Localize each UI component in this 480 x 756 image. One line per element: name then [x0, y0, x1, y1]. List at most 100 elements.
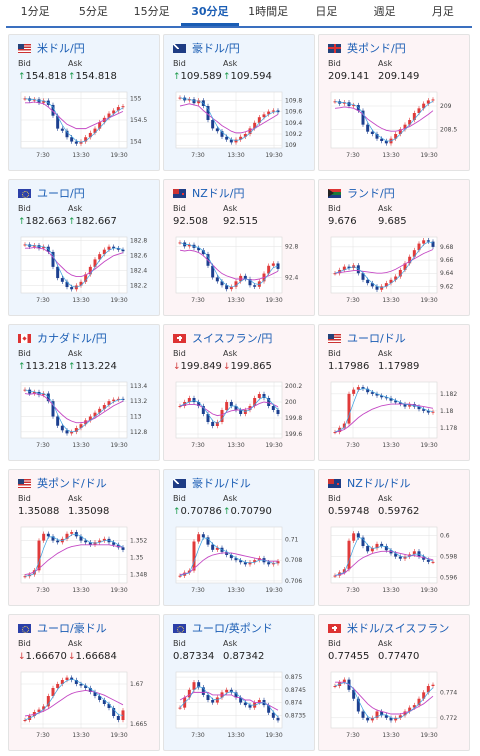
x-tick-label: 19:30: [110, 732, 127, 739]
pair-link[interactable]: ユーロ/豪ドル: [37, 622, 107, 635]
rate-card[interactable]: ユーロ/円 Bid Ask ↑182.663 ↑182.667 182.8 182.6 182…: [8, 179, 160, 316]
tab-2[interactable]: 15分足: [133, 5, 170, 18]
mini-candle-chart[interactable]: 155 154.5 154 7:30 13:30 19:30: [17, 90, 155, 164]
rate-card[interactable]: ユーロ/豪ドル Bid Ask ↓1.66670 ↓1.66684 1.67 1.665 7:…: [8, 614, 160, 751]
y-tick-label: 155: [130, 95, 142, 102]
chart-svg: 155 154.5 154 7:30 13:30 19:30: [20, 91, 147, 159]
candle-body: [361, 273, 365, 280]
candle-body: [366, 124, 370, 132]
candle-body: [408, 120, 412, 125]
y-tick-label: 0.772: [440, 715, 457, 722]
tab-7[interactable]: 月足: [431, 5, 454, 18]
candle-body: [253, 122, 257, 129]
candle-body: [234, 281, 238, 287]
rate-card[interactable]: 英ポンド/ドル Bid Ask 1.35088 1.35098 1.352 1.35 1.34…: [8, 469, 160, 606]
bid-value: 92.508: [173, 216, 208, 227]
candle-body: [426, 100, 430, 104]
candle-body: [112, 542, 116, 545]
candle-body: [375, 543, 379, 549]
candle-body: [220, 131, 224, 137]
pair-link[interactable]: NZドル/ドル: [347, 477, 411, 490]
x-tick-label: 13:30: [227, 732, 244, 739]
candle-body: [116, 398, 120, 400]
candle-body: [394, 400, 398, 403]
candle-body: [352, 689, 356, 699]
ask-value: 0.77470: [378, 651, 420, 662]
pair-link[interactable]: 豪ドル/円: [192, 42, 240, 55]
rate-card[interactable]: ユーロ/英ポンド Bid Ask 0.87334 0.87342 0.875 0.8745 0…: [163, 614, 315, 751]
mini-candle-chart[interactable]: 92.8 92.4 7:30 13:30 19:30: [172, 235, 310, 309]
rate-card[interactable]: ランド/円 Bid Ask 9.676 9.685 9.68 9.66 9.64 9.62 7:3…: [318, 179, 470, 316]
ask-label: Ask: [223, 494, 238, 503]
mini-candle-chart[interactable]: 0.6 0.598 0.596 7:30 13:30 19:30: [327, 525, 465, 599]
pair-link[interactable]: 米ドル/スイスフラン: [347, 622, 450, 635]
tab-5[interactable]: 日足: [315, 5, 338, 18]
pair-link[interactable]: ユーロ/英ポンド: [192, 622, 273, 635]
y-tick-label: 92.4: [285, 274, 299, 281]
candle-body: [51, 536, 55, 541]
moving-average-line: [24, 689, 124, 717]
candle-body: [201, 534, 205, 538]
mini-candle-chart[interactable]: 0.71 0.708 0.706 7:30 13:30 19:30: [172, 525, 310, 599]
rate-card[interactable]: NZドル/円 Bid Ask 92.508 92.515 92.8 92.4 7:30 13:3…: [163, 179, 315, 316]
pair-link[interactable]: スイスフラン/円: [192, 332, 273, 345]
pair-link[interactable]: 豪ドル/ドル: [192, 477, 251, 490]
candle-body: [366, 279, 370, 284]
rate-card[interactable]: 米ドル/スイスフラン Bid Ask 0.77455 0.77470 0.774 0.772…: [318, 614, 470, 751]
candle-body: [88, 688, 92, 692]
pair-link[interactable]: 英ポンド/ドル: [37, 477, 107, 490]
mini-candle-chart[interactable]: 1.67 1.665 7:30 13:30 19:30: [17, 670, 155, 744]
pair-link[interactable]: ユーロ/ドル: [347, 332, 406, 345]
candle-body: [248, 128, 252, 134]
candle-body: [375, 711, 379, 718]
pair-title: ユーロ/ドル: [328, 330, 406, 346]
bid-label: Bid: [173, 349, 186, 358]
candle-body: [192, 541, 196, 571]
pair-link[interactable]: ユーロ/円: [37, 187, 85, 200]
mini-candle-chart[interactable]: 209 208.5 7:30 13:30 19:30: [327, 90, 465, 164]
pair-link[interactable]: NZドル/円: [192, 187, 245, 200]
tab-3[interactable]: 30分足: [180, 0, 239, 26]
candle-body: [422, 240, 426, 244]
mini-candle-chart[interactable]: 0.774 0.772 7:30 13:30 19:30: [327, 670, 465, 744]
mini-candle-chart[interactable]: 182.8 182.6 182.4 182.2 7:30 13:30 19:30: [17, 235, 155, 309]
candle-body: [248, 279, 252, 286]
candle-body: [431, 241, 435, 247]
short-moving-average-line: [179, 97, 279, 141]
rate-card[interactable]: ユーロ/ドル Bid Ask 1.17986 1.17989 1.182 1.18 1.178…: [318, 324, 470, 461]
mini-candle-chart[interactable]: 1.352 1.35 1.348 7:30 13:30 19:30: [17, 525, 155, 599]
candle-body: [352, 389, 356, 394]
tab-0[interactable]: 1分足: [20, 5, 50, 18]
candle-body: [51, 401, 55, 417]
rate-card[interactable]: 英ポンド/円 Bid Ask 209.141 209.149 209 208.5 7:30 13…: [318, 34, 470, 171]
pair-link[interactable]: 米ドル/円: [37, 42, 85, 55]
moving-average-line: [179, 249, 279, 281]
candle-body: [398, 269, 402, 277]
candle-body: [102, 700, 106, 704]
candle-body: [271, 110, 275, 112]
mini-candle-chart[interactable]: 113.4 113.2 113 112.8 7:30 13:30 19:30: [17, 380, 155, 454]
candle-body: [356, 387, 360, 390]
moving-average-line: [334, 106, 434, 132]
pair-link[interactable]: ランド/円: [347, 187, 395, 200]
pair-link[interactable]: カナダドル/円: [37, 332, 107, 345]
rate-card[interactable]: 豪ドル/ドル Bid Ask ↑0.70786 ↑0.70790 0.71 0.708 0.7…: [163, 469, 315, 606]
y-tick-label: 182.2: [130, 283, 147, 290]
mini-candle-chart[interactable]: 9.68 9.66 9.64 9.62 7:30 13:30 19:30: [327, 235, 465, 309]
candle-body: [403, 124, 407, 130]
rate-card[interactable]: スイスフラン/円 Bid Ask ↓199.849 ↓199.865 200.2 200 19…: [163, 324, 315, 461]
rate-card[interactable]: 豪ドル/円 Bid Ask ↑109.589 ↑109.594 109.8 109.6 109…: [163, 34, 315, 171]
pair-link[interactable]: 英ポンド/円: [347, 42, 406, 55]
tab-1[interactable]: 5分足: [78, 5, 108, 18]
mini-candle-chart[interactable]: 0.875 0.8745 0.874 0.8735 7:30 13:30 19:30: [172, 670, 310, 744]
tab-4[interactable]: 1時間足: [248, 5, 289, 18]
mini-candle-chart[interactable]: 1.182 1.18 1.178 7:30 13:30 19:30: [327, 380, 465, 454]
tab-6[interactable]: 週足: [373, 5, 396, 18]
rate-card[interactable]: NZドル/ドル Bid Ask 0.59748 0.59762 0.6 0.598 0.596…: [318, 469, 470, 606]
rate-card[interactable]: カナダドル/円 Bid Ask ↑113.218 ↑113.224 113.4 113.2 1…: [8, 324, 160, 461]
candle-body: [333, 432, 337, 434]
rate-card[interactable]: 米ドル/円 Bid Ask ↑154.818 ↑154.818 155 154.5 154 7:…: [8, 34, 160, 171]
plot-area: [175, 381, 283, 439]
mini-candle-chart[interactable]: 109.8 109.6 109.4 109.2 109 7:30 13:30 19:30: [172, 90, 310, 164]
mini-candle-chart[interactable]: 200.2 200 199.8 199.6 7:30 13:30 19:30: [172, 380, 310, 454]
